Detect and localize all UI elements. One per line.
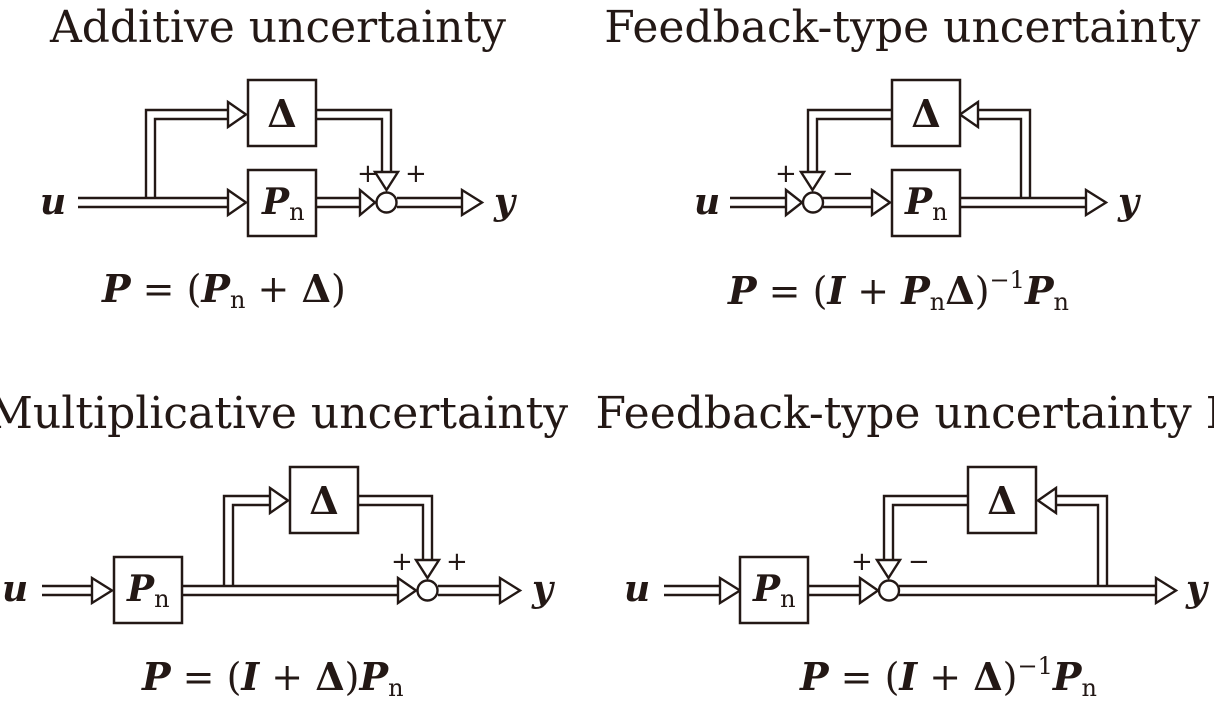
formula: P = (I + Δ)−1Pn (799, 652, 1097, 701)
plant-block (112, 555, 184, 625)
plant-block (246, 168, 318, 238)
delta-symbol: Δ (309, 478, 338, 523)
output-label: y (1185, 568, 1209, 610)
panel-feedback-2: Feedback-type uncertainty II u Pn + − y … (596, 388, 1214, 701)
plant-block (890, 168, 962, 238)
plant-symbol: Pn (261, 181, 305, 226)
signal-pipe (798, 108, 892, 193)
plant-symbol: Pn (126, 568, 170, 613)
panel-title: Feedback-type uncertainty II (596, 388, 1214, 439)
output-label: y (493, 181, 517, 223)
summing-junction (416, 579, 439, 602)
delta-symbol: Δ (911, 91, 940, 136)
sign-left: + (851, 547, 873, 577)
summing-junction (801, 191, 825, 214)
signal-pipe (438, 575, 523, 606)
output-label: y (531, 568, 555, 610)
panel-title: Additive uncertainty (49, 2, 506, 53)
delta-block (966, 465, 1038, 535)
signal-pipe (397, 187, 485, 218)
delta-block (246, 78, 318, 148)
input-label: u (624, 568, 650, 610)
input-label: u (40, 181, 66, 223)
delta-block (890, 78, 962, 148)
input-label: u (2, 568, 28, 610)
signal-pipe (78, 99, 249, 218)
output-label: y (1117, 181, 1141, 223)
delta-symbol: Δ (267, 91, 296, 136)
formula: P = (I + Δ)Pn (141, 654, 404, 701)
input-label: u (694, 181, 720, 223)
signal-pipe (730, 187, 804, 218)
sign-left: + (357, 159, 379, 189)
sign-right: + (446, 547, 468, 577)
formula: P = (I + PnΔ)−1Pn (727, 266, 1069, 316)
sign-right: − (908, 547, 930, 577)
delta-symbol: Δ (987, 478, 1016, 523)
delta-block (288, 465, 360, 535)
signal-pipe (664, 575, 743, 606)
plant-symbol: Pn (752, 568, 796, 613)
plant-block (738, 555, 810, 625)
panel-title: Multiplicative uncertainty (0, 388, 568, 439)
signal-pipe (874, 494, 968, 581)
panel-title: Feedback-type uncertainty I (604, 2, 1214, 53)
formula: P = (Pn + Δ) (101, 266, 346, 314)
signal-pipe (42, 575, 115, 606)
sign-right: − (832, 159, 854, 189)
sign-left: + (391, 547, 413, 577)
signal-pipe (823, 187, 893, 218)
signal-pipe (899, 485, 1179, 606)
signal-pipe (182, 485, 419, 606)
signal-pipe (808, 575, 881, 606)
panel-feedback-1: Feedback-type uncertainty I u + − Pn y Δ (604, 2, 1214, 316)
signal-pipe (358, 494, 442, 581)
plant-symbol: Pn (904, 181, 948, 226)
signal-pipe (316, 108, 401, 218)
signal-pipe (957, 99, 1109, 218)
panel-additive: Additive uncertainty u Δ Pn + + (40, 2, 517, 314)
summing-junction (375, 191, 398, 214)
sign-left: + (775, 159, 797, 189)
summing-junction (877, 579, 901, 602)
sign-right: + (405, 159, 427, 189)
panel-multiplicative: Multiplicative uncertainty u Pn Δ + + y (0, 388, 568, 701)
